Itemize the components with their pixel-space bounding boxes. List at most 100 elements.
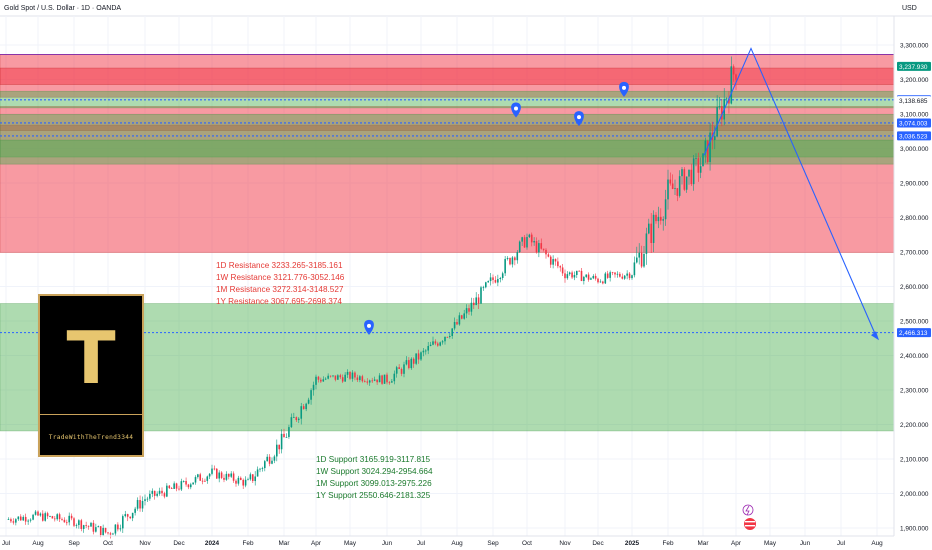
candle-body [302,406,305,410]
candle-body [599,281,602,283]
candle-body [403,364,405,374]
zone-1y-resistance [0,124,895,253]
candle-body [290,417,293,428]
time-axis-label: Sep [68,540,80,547]
candle-body [144,499,146,501]
candle-body [185,481,187,485]
candle-body [305,403,307,410]
candle-body [695,158,697,159]
candle-body [552,259,554,265]
symbol-title: Gold Spot / U.S. Dollar · 1D · OANDA [4,5,122,12]
candle-body [393,373,396,382]
time-axis-label: Dec [592,540,604,547]
candle-body [487,281,489,283]
candle-body [643,253,645,267]
candle-body [276,444,278,457]
candle-body [39,513,42,516]
time-axis-label: Apr [731,540,742,547]
candle-body [15,519,17,523]
candle-body [170,488,173,489]
candle-body [538,243,540,253]
candle-body [92,522,95,532]
candle-body [151,490,154,494]
candle-body [329,375,332,377]
candle-body [444,336,446,342]
candle-body [463,313,465,319]
candle-body [685,176,688,190]
candle-body [332,375,334,377]
candle-body [391,381,393,383]
candle-body [535,241,538,253]
candle-body [470,302,473,312]
candle-body [497,279,499,283]
candle-body [415,353,417,364]
candle-body [398,367,400,369]
candle-body [73,518,75,526]
candle-body [631,275,633,279]
candle-body [97,526,100,528]
candle-body [24,516,27,522]
price-label: 3,074.003 [899,120,928,127]
candle-body [542,248,545,250]
candle-body [117,524,119,530]
candle-body [368,380,371,383]
candle-body [80,520,83,529]
price-axis-label: 2,600.000 [900,284,929,291]
candle-body [341,377,344,382]
candle-body [410,358,413,369]
candle-body [376,379,378,383]
logo-letter: T [66,316,116,400]
candle-body [526,237,528,248]
candle-body [51,516,54,519]
candle-body [182,481,185,482]
candle-body [211,468,213,474]
candle-body [189,484,192,488]
time-axis-label: Sep [487,540,499,547]
candle-body [32,514,34,520]
marker-dot [622,85,626,90]
candle-body [587,274,590,280]
price-axis-label: 2,100.000 [900,456,929,463]
candle-body [297,418,300,421]
candle-body [225,473,228,480]
candle-body [324,378,327,380]
zone-1w-support [0,139,895,165]
candle-body [655,214,657,222]
candle-body [606,273,609,278]
candle-body [242,479,244,486]
candle-body [366,381,369,383]
candle-body [317,376,320,380]
candle-body [223,477,225,480]
candle-body [114,524,117,534]
candle-body [571,272,573,278]
candle-body [713,136,716,140]
candle-body [437,343,439,346]
currency-label[interactable]: USD [902,5,917,12]
price-label-box [897,131,931,141]
time-axis-label: Feb [242,540,253,547]
candle-body [549,256,552,265]
candle-body [566,274,569,279]
price-axis-label: 1,900.000 [900,525,929,532]
price-label-box [897,328,931,338]
support-notes: 1D Support 3165.919-3117.815 1W Support … [316,454,433,502]
candle-body [264,461,266,469]
candle-body [134,508,136,513]
candle-body [482,287,485,289]
candle-body [194,477,197,483]
candle-body [85,525,87,526]
candle-body [640,252,643,267]
candle-body [511,257,514,265]
lightning-icon [745,505,750,516]
candle-body [141,500,144,509]
candle-body [432,341,434,345]
candle-body [44,513,46,521]
candle-body [307,399,310,404]
candle-body [273,456,276,461]
candle-body [344,374,346,382]
price-axis-label: 3,200.000 [900,77,929,84]
candle-body [237,477,240,484]
resistance-note: 1M Resistance 3272.314-3148.527 [216,285,344,294]
